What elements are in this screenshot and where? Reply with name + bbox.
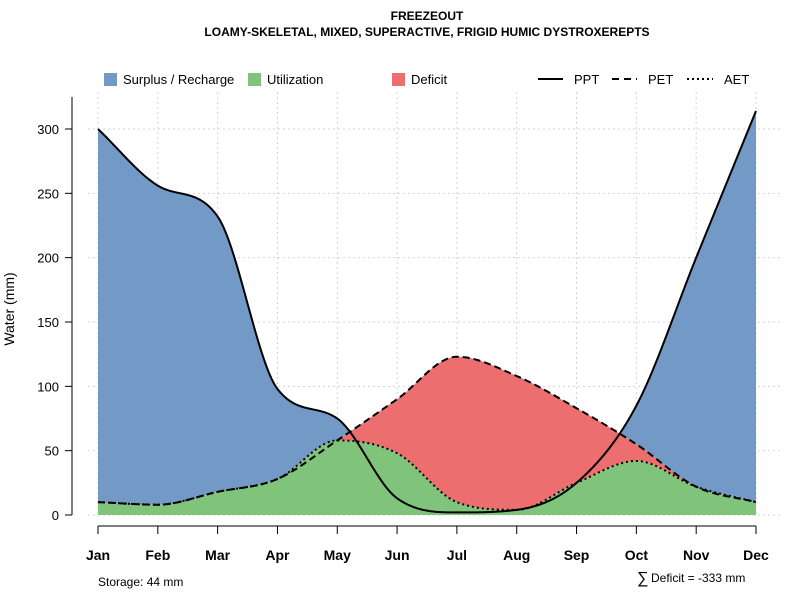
x-tick-label: Jul	[447, 547, 467, 563]
y-tick-label: 100	[37, 379, 59, 394]
x-tick-label: Aug	[503, 547, 530, 563]
y-tick-label: 300	[37, 122, 59, 137]
y-tick-label: 150	[37, 315, 59, 330]
series-line-aet	[97, 439, 757, 511]
y-tick-label: 200	[37, 251, 59, 266]
legend-swatch-deficit	[392, 73, 405, 86]
legend-label-surplus: Surplus / Recharge	[123, 72, 234, 87]
x-tick-label: Feb	[145, 547, 170, 563]
chart-subtitle: LOAMY-SKELETAL, MIXED, SUPERACTIVE, FRIG…	[204, 25, 649, 39]
series-line-ppt	[97, 110, 757, 514]
deficit-area	[98, 356, 756, 510]
x-tick-label: Dec	[743, 547, 769, 563]
areas	[98, 110, 756, 515]
legend-swatch-utilization	[248, 73, 261, 86]
storage-note: Storage: 44 mm	[98, 575, 183, 589]
y-axis-label: Water (mm)	[1, 272, 17, 345]
x-tick-label: Sep	[564, 547, 590, 563]
axes: 0 50 100 150 200 250 300 Jan Feb Mar Apr May Jun Jul A…	[37, 96, 769, 563]
x-tick-label: Jun	[385, 547, 410, 563]
sum-symbol: ∑	[637, 570, 648, 587]
x-tick-label: Jan	[86, 547, 110, 563]
x-tick-label: May	[324, 547, 351, 563]
deficit-note: Deficit = -333 mm	[651, 571, 745, 585]
legend: Surplus / Recharge Utilization Deficit P…	[104, 72, 749, 87]
series-lines	[97, 110, 757, 514]
legend-label-pet: PET	[648, 72, 673, 87]
y-tick-label: 250	[37, 186, 59, 201]
utilization-area	[98, 440, 756, 515]
y-tick-label: 0	[52, 508, 59, 523]
chart-title: FREEZEOUT	[391, 9, 464, 23]
surplus-area	[98, 110, 756, 513]
y-tick-label: 50	[45, 444, 59, 459]
x-tick-label: Nov	[683, 547, 710, 563]
legend-label-ppt: PPT	[574, 72, 599, 87]
legend-swatch-surplus	[104, 73, 117, 86]
legend-label-utilization: Utilization	[267, 72, 323, 87]
legend-label-aet: AET	[724, 72, 749, 87]
x-tick-label: Apr	[265, 547, 290, 563]
legend-label-deficit: Deficit	[411, 72, 448, 87]
x-tick-label: Mar	[205, 547, 230, 563]
x-tick-label: Oct	[625, 547, 649, 563]
